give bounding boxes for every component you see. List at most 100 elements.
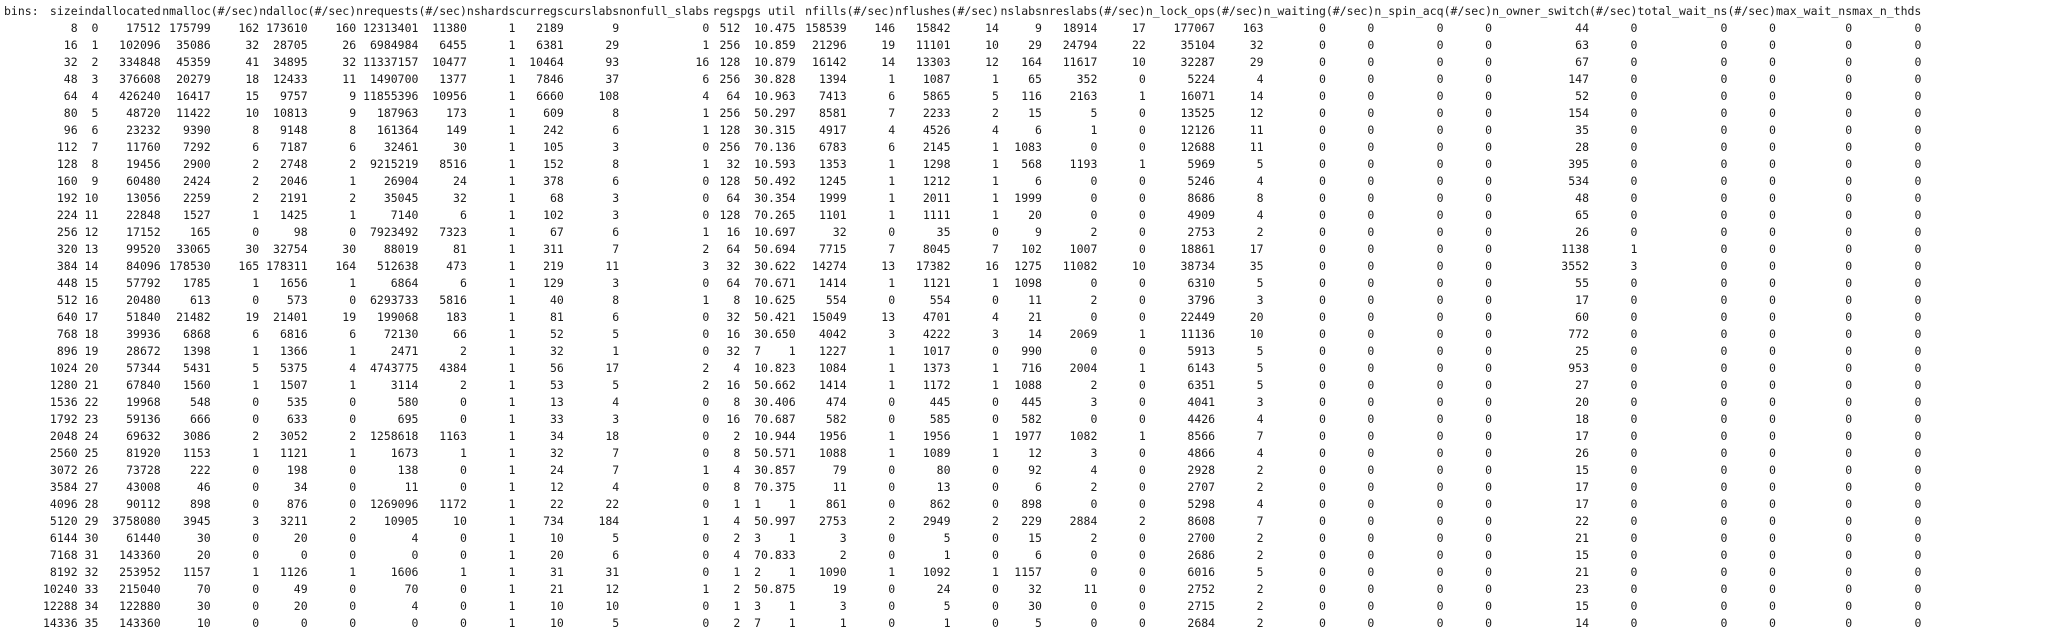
table-cell: 15842 <box>915 21 951 35</box>
table-cell: 0 <box>1769 327 1776 341</box>
table-cell: 0 <box>1318 599 1326 613</box>
table-cell: 0 <box>1720 293 1728 307</box>
table-cell <box>4 71 39 88</box>
table-cell: 16 <box>63 38 78 52</box>
table-cell: 6143 <box>1187 361 1216 375</box>
table-cell: 580 <box>397 395 419 409</box>
table-row: 6144 30 61440 30 0 20 0 4 0 1 10 5 0 2 3 1 3 0 5 0 15 2 0 2700 2… <box>4 530 1921 547</box>
table-cell: 0 <box>1914 582 1922 596</box>
table-cell: 19 <box>245 310 260 324</box>
table-cell: 34 <box>84 599 99 613</box>
table-cell: 6 <box>612 310 620 324</box>
table-cell: 1 <box>992 378 999 392</box>
table-cell: 0 <box>1138 395 1146 409</box>
table-cell: 0.944 <box>761 429 796 443</box>
table-cell: 0 <box>1769 378 1776 392</box>
table-cell: 3211 <box>279 514 308 528</box>
table-cell: 3 <box>702 259 710 273</box>
table-cell: 0 <box>1138 531 1146 545</box>
table-cell: 0 <box>1485 208 1493 222</box>
table-cell <box>4 258 39 275</box>
table-cell: 1 <box>508 412 516 426</box>
table-cell <box>4 581 39 598</box>
table-cell: 4 <box>733 514 741 528</box>
table-cell: 160 <box>335 21 357 35</box>
table-cell: 18 <box>605 429 620 443</box>
table-cell: 0 <box>1914 225 1922 239</box>
table-cell: 1007 <box>1069 242 1098 256</box>
table-cell: 20 <box>549 548 564 562</box>
table-cell: 34 <box>293 480 308 494</box>
table-cell: 25 <box>84 446 99 460</box>
column-header: (#/sec) <box>1215 4 1264 18</box>
table-cell: 161364 <box>376 123 419 137</box>
table-cell: 0 <box>1720 21 1728 35</box>
table-cell: 19456 <box>126 157 161 171</box>
table-cell: 1 <box>754 21 762 35</box>
table-cell: 0 <box>1138 497 1146 511</box>
table-cell <box>4 428 39 445</box>
table-cell: 8581 <box>818 106 847 120</box>
table-cell: 0 <box>459 463 467 477</box>
table-cell: 0 <box>252 599 260 613</box>
table-cell: 0 <box>91 21 99 35</box>
table-cell: 3 <box>1630 259 1638 273</box>
table-cell: 3584 <box>49 480 78 494</box>
table-cell: 2 <box>733 429 741 443</box>
table-cell: 1024 <box>49 361 78 375</box>
table-cell: 15 <box>84 276 99 290</box>
table-cell: 0 <box>1367 55 1375 69</box>
table-row: 1280 21 67840 1560 1 1507 1 3114 2 1 53 5 2 16 5 0.662 1… <box>4 377 1921 394</box>
table-cell: 3 <box>754 599 762 613</box>
table-cell: 7413 <box>818 89 847 103</box>
table-cell: 8 <box>733 293 741 307</box>
table-cell: 0 <box>349 480 357 494</box>
table-cell: 5 <box>754 378 762 392</box>
table-cell: 224 <box>56 208 78 222</box>
table-cell: 1 <box>702 293 710 307</box>
table-cell: 17 <box>84 310 99 324</box>
table-cell: 1792 <box>49 412 78 426</box>
table-cell: 2233 <box>922 106 951 120</box>
table-cell <box>4 105 39 122</box>
table-cell: 16 <box>726 412 741 426</box>
table-cell: 1 <box>992 565 999 579</box>
table-cell: 19 <box>84 344 99 358</box>
table-cell: 0 <box>1367 548 1375 562</box>
table-cell: 0 <box>1769 276 1776 290</box>
table-cell <box>4 139 39 156</box>
table-cell <box>4 360 39 377</box>
table-cell: 0 <box>702 412 710 426</box>
column-header: (#/sec) <box>418 4 467 18</box>
table-cell: 0 <box>1769 497 1776 511</box>
table-cell: 2560 <box>49 446 78 460</box>
table-cell: 0 <box>992 344 999 358</box>
table-cell: 0 <box>1367 72 1375 86</box>
table-cell: 0 <box>1769 582 1776 596</box>
table-cell: 2 <box>252 191 260 205</box>
table-cell: 7 <box>612 446 620 460</box>
table-cell: 10240 <box>43 582 78 596</box>
table-cell: 48720 <box>126 106 161 120</box>
table-cell: 1 <box>992 276 999 290</box>
table-cell: 5 <box>612 531 620 545</box>
table-cell: 0 <box>1318 140 1326 154</box>
table-cell: 0 <box>702 140 710 154</box>
column-header: ndalloc <box>259 4 308 18</box>
table-cell: 0 <box>1769 310 1776 324</box>
table-cell: 5 <box>252 361 260 375</box>
table-cell: 0 <box>252 497 260 511</box>
table-cell: 0 <box>1485 259 1493 273</box>
table-cell: 6 <box>252 327 260 341</box>
table-cell: 5 <box>1256 276 1264 290</box>
table-cell: 0 <box>1318 344 1326 358</box>
table-cell: 0 <box>1630 395 1638 409</box>
table-cell: 4 <box>733 548 741 562</box>
table-row: 12288 34 122880 30 0 20 0 4 0 1 10 10 0 1 3 1 3 0 5 0 30 0 0 27… <box>4 598 1921 615</box>
table-cell: 1193 <box>1069 157 1098 171</box>
table-cell: 12 <box>84 225 99 239</box>
table-cell: 0 <box>1845 191 1853 205</box>
table-cell: 56 <box>549 361 564 375</box>
column-header: (#/sec) <box>1727 4 1776 18</box>
table-cell: 29 <box>1028 38 1042 52</box>
